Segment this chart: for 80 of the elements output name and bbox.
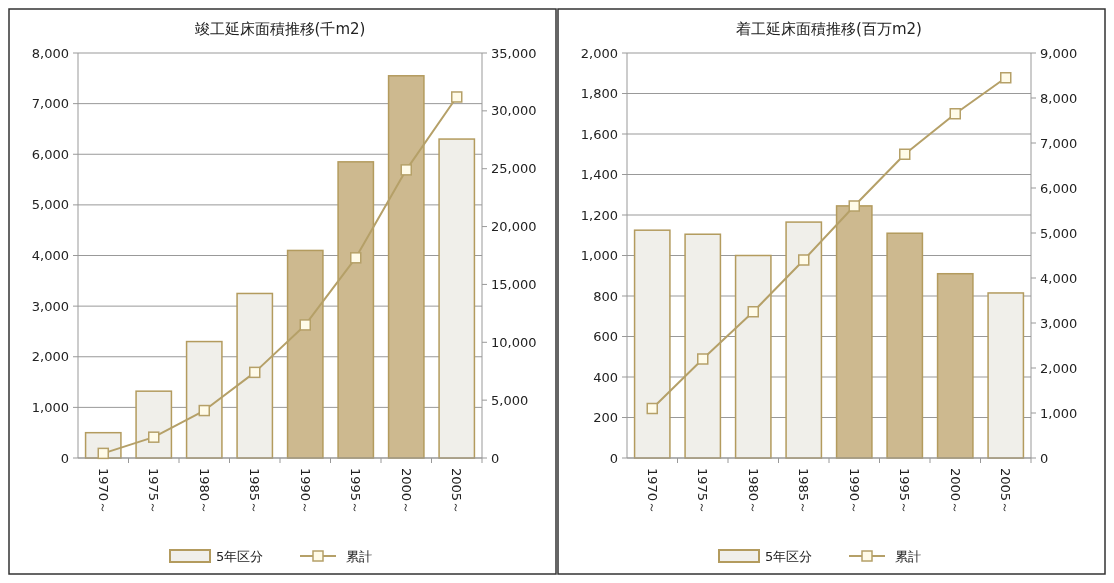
y-tick-label: 3,000 — [31, 298, 69, 314]
y2-tick-label: 1,000 — [1040, 405, 1078, 421]
y-tick-label: 0 — [609, 450, 618, 466]
point — [949, 108, 961, 120]
y-tick-label: 1,000 — [580, 248, 618, 264]
y2-tick-label: 25,000 — [491, 161, 537, 177]
x-tick-label: 1975～ — [695, 468, 711, 515]
y2-tick-label: 15,000 — [491, 276, 537, 292]
legend-label: 5年区分 — [765, 548, 813, 564]
point — [350, 252, 362, 264]
y-tick-label: 1,400 — [580, 167, 618, 183]
y2-tick-label: 30,000 — [491, 103, 537, 119]
point — [148, 431, 160, 443]
x-tick-label: 1985～ — [247, 468, 263, 515]
point — [97, 447, 109, 460]
y2-tick-label: 20,000 — [491, 219, 537, 235]
y2-tick-label: 0 — [1040, 450, 1049, 466]
point — [400, 164, 412, 176]
y2-tick-label: 7,000 — [1040, 135, 1078, 151]
y2-tick-label: 10,000 — [491, 334, 537, 350]
point — [299, 319, 311, 331]
bar — [987, 292, 1025, 459]
y2-tick-label: 4,000 — [1040, 270, 1078, 286]
y2-tick-label: 6,000 — [1040, 180, 1078, 196]
y-tick-label: 200 — [593, 410, 618, 426]
y-tick-label: 8,000 — [31, 45, 69, 61]
x-tick-label: 1975～ — [146, 468, 162, 515]
x-tick-label: 1990～ — [846, 468, 862, 515]
point — [747, 306, 759, 318]
x-tick-label: 1990～ — [297, 468, 313, 515]
y2-tick-label: 5,000 — [491, 392, 529, 408]
x-tick-label: 1985～ — [796, 468, 812, 515]
x-tick-label: 2005～ — [998, 468, 1014, 515]
x-tick-label: 1970～ — [644, 468, 660, 515]
x-tick-label: 1970～ — [95, 468, 111, 515]
y-tick-label: 1,800 — [580, 86, 618, 102]
y-tick-label: 2,000 — [31, 349, 69, 365]
y-tick-label: 400 — [593, 369, 618, 385]
y2-tick-label: 35,000 — [491, 45, 537, 61]
y-tick-label: 1,600 — [580, 126, 618, 142]
y2-tick-label: 3,000 — [1040, 315, 1078, 331]
y2-tick-label: 8,000 — [1040, 90, 1078, 106]
point — [646, 402, 658, 415]
y-tick-label: 0 — [60, 450, 69, 466]
y-tick-label: 800 — [593, 288, 618, 304]
point — [848, 200, 860, 212]
y-tick-label: 1,000 — [31, 399, 69, 415]
y-tick-label: 6,000 — [31, 146, 69, 162]
point — [697, 353, 709, 365]
bar — [886, 232, 924, 459]
legend-label: 累計 — [895, 548, 921, 564]
legend-label: 5年区分 — [216, 548, 264, 564]
chart-title: 着工延床面積推移(百万m2) — [736, 20, 922, 38]
x-tick-label: 1995～ — [348, 468, 364, 515]
y2-tick-label: 2,000 — [1040, 360, 1078, 376]
chart-title: 竣工延床面積推移(千m2) — [194, 20, 366, 38]
x-tick-label: 1980～ — [196, 468, 212, 515]
y-tick-label: 600 — [593, 329, 618, 345]
point — [198, 404, 210, 417]
point — [451, 91, 463, 103]
y-tick-label: 7,000 — [31, 96, 69, 112]
y2-tick-label: 0 — [491, 450, 500, 466]
x-tick-label: 2000～ — [947, 468, 963, 515]
y-tick-label: 1,200 — [580, 207, 618, 223]
bar — [936, 272, 974, 459]
x-tick-label: 1995～ — [897, 468, 913, 515]
point — [899, 148, 911, 160]
x-tick-label: 2005～ — [449, 468, 465, 515]
x-tick-label: 1980～ — [745, 468, 761, 515]
legend-label: 累計 — [346, 548, 372, 564]
x-tick-label: 2000～ — [398, 468, 414, 515]
y-tick-label: 2,000 — [580, 45, 618, 61]
y2-tick-label: 9,000 — [1040, 45, 1078, 61]
y-tick-label: 5,000 — [31, 197, 69, 213]
bar — [438, 138, 476, 459]
y2-tick-label: 5,000 — [1040, 225, 1078, 241]
point — [249, 366, 261, 379]
point — [1000, 72, 1012, 84]
y-tick-label: 4,000 — [31, 248, 69, 264]
point — [798, 254, 810, 266]
